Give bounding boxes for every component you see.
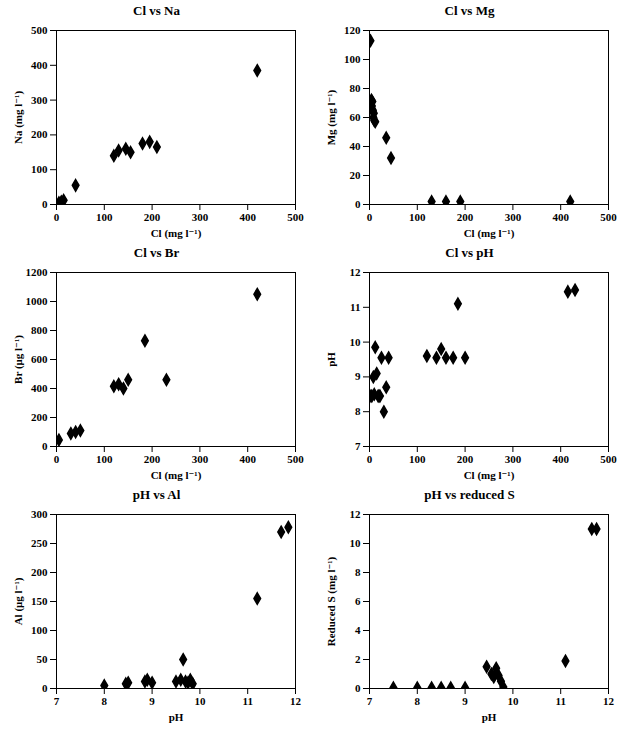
svg-text:150: 150 [31, 595, 48, 607]
svg-text:250: 250 [31, 537, 48, 549]
svg-text:0: 0 [367, 211, 373, 223]
svg-text:400: 400 [31, 382, 48, 394]
svg-text:100: 100 [96, 211, 113, 223]
svg-text:8: 8 [355, 405, 361, 417]
svg-text:12: 12 [290, 695, 302, 707]
svg-text:0: 0 [42, 440, 48, 452]
svg-text:80: 80 [350, 82, 362, 94]
svg-text:300: 300 [192, 211, 209, 223]
svg-text:10: 10 [350, 537, 362, 549]
svg-text:100: 100 [409, 211, 426, 223]
svg-text:0: 0 [367, 453, 373, 465]
svg-text:500: 500 [600, 453, 617, 465]
svg-text:400: 400 [552, 211, 569, 223]
svg-text:11: 11 [555, 695, 565, 707]
svg-text:200: 200 [457, 453, 474, 465]
svg-text:100: 100 [96, 453, 113, 465]
svg-text:300: 300 [505, 453, 522, 465]
svg-text:40: 40 [350, 140, 362, 152]
svg-text:1000: 1000 [26, 295, 49, 307]
html-text:Cl vs pH: Cl vs pH [445, 245, 494, 260]
html-text:pH vs Al: pH vs Al [132, 487, 181, 502]
svg-text:100: 100 [31, 163, 48, 175]
svg-text:400: 400 [239, 211, 256, 223]
svg-text:0: 0 [54, 453, 60, 465]
svg-text:8: 8 [102, 695, 108, 707]
svg-text:0: 0 [42, 198, 48, 210]
svg-text:9: 9 [462, 695, 468, 707]
svg-text:100: 100 [344, 53, 361, 65]
svg-text:0: 0 [355, 198, 361, 210]
svg-text:0: 0 [54, 211, 60, 223]
svg-text:100: 100 [409, 453, 426, 465]
svg-text:12: 12 [603, 695, 615, 707]
svg-text:200: 200 [31, 566, 48, 578]
svg-text:Mg (mg l⁻¹): Mg (mg l⁻¹) [325, 89, 338, 145]
svg-text:200: 200 [31, 411, 48, 423]
svg-text:400: 400 [239, 453, 256, 465]
svg-text:10: 10 [350, 336, 362, 348]
svg-text:500: 500 [31, 24, 48, 36]
svg-text:800: 800 [31, 324, 48, 336]
svg-text:Cl (mg l⁻¹): Cl (mg l⁻¹) [151, 227, 202, 240]
svg-text:11: 11 [350, 301, 360, 313]
html-text:Cl vs Mg: Cl vs Mg [444, 3, 495, 18]
svg-text:Cl (mg l⁻¹): Cl (mg l⁻¹) [464, 469, 515, 482]
svg-text:Cl (mg l⁻¹): Cl (mg l⁻¹) [151, 469, 202, 482]
svg-text:200: 200 [144, 453, 161, 465]
svg-text:100: 100 [31, 624, 48, 636]
svg-text:400: 400 [552, 453, 569, 465]
svg-text:600: 600 [31, 353, 48, 365]
svg-text:500: 500 [600, 211, 617, 223]
svg-text:200: 200 [31, 128, 48, 140]
svg-text:pH: pH [325, 352, 337, 367]
svg-text:7: 7 [355, 440, 361, 452]
svg-text:0: 0 [42, 682, 48, 694]
svg-text:Al (μg l⁻¹): Al (μg l⁻¹) [12, 577, 25, 625]
svg-text:2: 2 [355, 653, 361, 665]
svg-text:300: 300 [505, 211, 522, 223]
svg-text:6: 6 [355, 595, 361, 607]
svg-text:pH: pH [482, 711, 497, 723]
html-text:pH vs reduced S: pH vs reduced S [424, 487, 515, 502]
svg-text:60: 60 [350, 111, 362, 123]
svg-text:500: 500 [287, 453, 304, 465]
svg-text:10: 10 [507, 695, 519, 707]
svg-text:11: 11 [242, 695, 252, 707]
svg-text:400: 400 [31, 59, 48, 71]
svg-text:1200: 1200 [26, 266, 49, 278]
svg-text:500: 500 [287, 211, 304, 223]
svg-text:120: 120 [344, 24, 361, 36]
svg-text:9: 9 [149, 695, 155, 707]
svg-text:Br (μg l⁻¹): Br (μg l⁻¹) [12, 335, 25, 384]
html-text:Cl vs Br: Cl vs Br [133, 245, 180, 260]
svg-text:pH: pH [169, 711, 184, 723]
svg-text:50: 50 [37, 653, 49, 665]
svg-text:12: 12 [350, 266, 362, 278]
html-text:Cl vs Na: Cl vs Na [133, 3, 180, 18]
svg-text:300: 300 [192, 453, 209, 465]
svg-text:200: 200 [457, 211, 474, 223]
svg-text:200: 200 [144, 211, 161, 223]
svg-text:8: 8 [415, 695, 421, 707]
svg-text:7: 7 [367, 695, 373, 707]
svg-text:Reduced S (mg l⁻¹): Reduced S (mg l⁻¹) [325, 556, 338, 646]
svg-text:300: 300 [31, 94, 48, 106]
svg-text:9: 9 [355, 370, 361, 382]
svg-text:300: 300 [31, 508, 48, 520]
svg-text:8: 8 [355, 566, 361, 578]
svg-text:7: 7 [54, 695, 60, 707]
svg-text:4: 4 [355, 624, 361, 636]
svg-text:12: 12 [350, 508, 362, 520]
svg-text:Cl (mg l⁻¹): Cl (mg l⁻¹) [464, 227, 515, 240]
svg-text:0: 0 [355, 682, 361, 694]
svg-text:20: 20 [350, 169, 362, 181]
svg-text:Na (mg l⁻¹): Na (mg l⁻¹) [12, 91, 25, 144]
svg-text:10: 10 [194, 695, 206, 707]
